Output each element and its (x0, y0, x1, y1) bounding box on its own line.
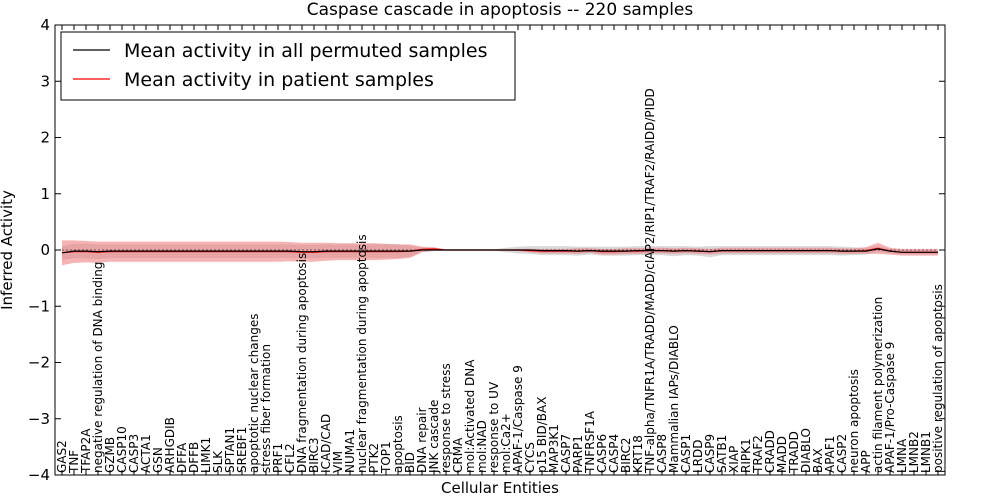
x-tick-label: Mammalian IAPs/DIABLO (667, 325, 681, 473)
x-tick-label: CYCS (523, 442, 537, 473)
x-tick-label: MADD (775, 436, 789, 473)
x-tick-label: SPTAN1 (223, 427, 237, 473)
x-tick-label: TNFRSF1A (583, 410, 597, 474)
x-tick-label: CASP8 (655, 434, 669, 473)
x-tick-label: DNA repair (415, 407, 429, 473)
x-tick-label: stress fiber formation (259, 344, 273, 473)
y-tick-label: 1 (40, 185, 50, 203)
x-tick-label: BAX (811, 448, 825, 473)
x-tick-label: CRMA (451, 437, 465, 473)
x-tick-label: CASP1 (679, 434, 693, 473)
y-tick-label: −3 (28, 410, 50, 428)
y-tick-label: 2 (40, 129, 50, 147)
chart-title: Caspase cascade in apoptosis -- 220 samp… (307, 0, 694, 20)
x-tick-label: GSN (151, 447, 165, 473)
x-tick-label: mol:Activated DNA (463, 359, 477, 473)
x-tick-label: negative regulation of DNA binding (91, 262, 105, 473)
x-tick-label: LMNA (895, 438, 909, 473)
x-tick-label: DNA fragmentation during apoptosis (295, 253, 309, 473)
x-tick-label: RIPK1 (739, 438, 753, 473)
confidence-bands (62, 240, 938, 266)
x-tick-label: DFFA (175, 442, 189, 473)
x-tick-label: actin filament polymerization (871, 297, 885, 473)
series-lines (61, 247, 938, 254)
legend-label-permuted: Mean activity in all permuted samples (124, 40, 487, 62)
x-tick-label: LMNB2 (907, 431, 921, 473)
x-tick-label: LIMK1 (199, 437, 213, 473)
x-tick-label: TFAP2A (79, 428, 93, 474)
x-tick-label: LMNB1 (919, 431, 933, 473)
y-tick-label: −2 (28, 354, 50, 372)
x-tick-label: response to UV (487, 381, 501, 473)
x-tick-label: GAS2 (55, 440, 69, 473)
y-tick-label: 3 (40, 72, 50, 90)
x-tick-label: positive regulation of apoptosis (931, 284, 945, 473)
x-tick-label: CASP4 (607, 434, 621, 473)
x-tick-label: GZMB (103, 437, 117, 473)
legend-box (60, 31, 516, 101)
y-tick-label: −4 (28, 466, 50, 484)
y-tick-label: 4 (40, 16, 50, 34)
x-tick-label: CASP2 (835, 434, 849, 473)
x-tick-label: CASP7 (559, 434, 573, 473)
x-axis-label: Cellular Entities (441, 479, 559, 497)
x-tick-label: CASP10 (115, 426, 129, 473)
y-tick-label: 0 (40, 241, 50, 259)
x-tick-label: SLK (211, 450, 225, 473)
x-tick-label: KRT18 (631, 435, 645, 473)
x-tick-label: VIM (331, 451, 345, 473)
y-axis: 4 3 2 1 0 −1 −2 −3 −4 (28, 16, 945, 484)
x-tick-label: ARHGDIB (163, 417, 177, 473)
x-tick-label: PTK2 (367, 443, 381, 473)
x-tick-label: apoptotic nuclear changes (247, 314, 261, 473)
x-tick-label: mol:NAD (475, 420, 489, 473)
x-tick-label: p15 BID/BAX (535, 397, 549, 473)
x-tick-label: CRADD (763, 430, 777, 473)
x-tick-label: APP (859, 450, 873, 473)
x-tick-label: SREBF1 (235, 427, 249, 473)
x-tick-label: SATB1 (715, 435, 729, 473)
x-tick-label: TNF (67, 450, 81, 474)
y-tick-label: −1 (28, 297, 50, 315)
x-tick-label: PRF1 (271, 443, 285, 473)
x-tick-label: DFFB (187, 442, 201, 473)
x-tick-label: APAF-1/Pro-Caspase 9 (883, 342, 897, 473)
x-tick-label: NUMA1 (343, 429, 357, 473)
x-tick-label: APAF1 (823, 436, 837, 473)
x-tick-label: BIRC3 (307, 437, 321, 473)
x-tick-label: neuron apoptosis (847, 369, 861, 473)
x-tick-label: BID (403, 452, 417, 473)
x-tick-label: BIRC2 (619, 437, 633, 473)
x-tick-label: PARP1 (571, 435, 585, 473)
x-tick-label: TNF-alpha/TNFR1A/TRADD/MADD/cIAP2/RIP1/T… (643, 88, 657, 474)
band-patient (62, 240, 938, 266)
x-tick-label: TRADD (787, 431, 801, 474)
x-tick-label: CASP6 (595, 434, 609, 473)
x-tick-label: nuclear fragmentation during apoptosis (355, 234, 369, 473)
x-tick-label: response to stress (439, 363, 453, 473)
x-tick-label: TRAF2 (751, 435, 765, 474)
x-tick-label: CASP9 (703, 434, 717, 473)
x-tick-label: TOP1 (379, 441, 393, 474)
legend: Mean activity in all permuted samples Me… (60, 31, 516, 101)
x-tick-label: ACTA1 (139, 434, 153, 473)
x-tick-label: ICAD/CAD (319, 414, 333, 473)
x-tick-label: CFL2 (283, 443, 297, 473)
x-tick-label: mol:Ca2+ (499, 413, 513, 473)
x-tick-label: JNK cascade (427, 400, 441, 474)
x-tick-label: APAF-1/Caspase 9 (511, 365, 525, 473)
legend-label-patient: Mean activity in patient samples (124, 69, 434, 91)
x-tick-label: DIABLO (799, 428, 813, 473)
x-tick-label: MAP3K1 (547, 424, 561, 473)
x-tick-label: LRDD (691, 439, 705, 473)
x-tick-label: CASP3 (127, 434, 141, 473)
series-line-permuted (61, 248, 938, 254)
y-axis-label: Inferred Activity (0, 190, 16, 310)
x-tick-label: apoptosis (391, 415, 405, 473)
x-tick-label: XIAP (727, 446, 741, 473)
